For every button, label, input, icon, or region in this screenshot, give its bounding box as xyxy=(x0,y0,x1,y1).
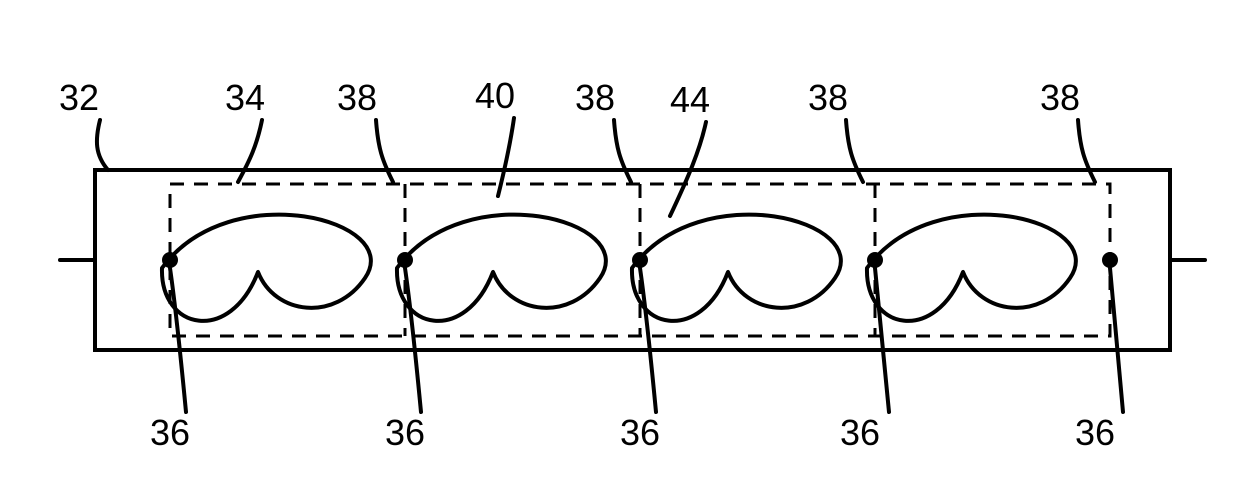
label-text: 38 xyxy=(575,77,615,118)
label-38b: 38 xyxy=(575,77,631,182)
label-32: 32 xyxy=(59,77,108,170)
leader-line xyxy=(640,268,656,412)
label-38c: 38 xyxy=(808,77,863,182)
label-36d: 36 xyxy=(840,268,889,453)
loop-glyphs xyxy=(162,215,1076,321)
node-dot xyxy=(1102,252,1118,268)
label-40: 40 xyxy=(475,75,515,196)
label-text: 36 xyxy=(1075,412,1115,453)
label-text: 38 xyxy=(337,77,377,118)
label-38a: 38 xyxy=(337,77,393,182)
patent-figure: 32 34 38 40 38 44 38 38 36 36 36 36 36 xyxy=(0,0,1240,502)
label-34: 34 xyxy=(225,77,265,182)
label-text: 36 xyxy=(385,412,425,453)
leader-line xyxy=(875,268,889,412)
loop-glyph xyxy=(632,215,841,321)
node-dot xyxy=(397,252,413,268)
label-44: 44 xyxy=(670,79,710,216)
leader-line xyxy=(1078,120,1095,182)
leader-line xyxy=(1110,268,1123,412)
label-38d: 38 xyxy=(1040,77,1095,182)
loop-glyph xyxy=(162,215,371,321)
connection-nodes xyxy=(162,252,1118,268)
leader-line xyxy=(97,120,108,170)
leader-line xyxy=(846,120,863,182)
label-text: 38 xyxy=(1040,77,1080,118)
loop-glyph xyxy=(397,215,606,321)
reference-labels: 32 34 38 40 38 44 38 38 36 36 36 36 36 xyxy=(59,75,1123,453)
leader-line xyxy=(238,120,262,182)
label-text: 44 xyxy=(670,79,710,120)
leader-line xyxy=(405,268,421,412)
loop-glyph xyxy=(867,215,1076,321)
node-dot xyxy=(162,252,178,268)
node-dot xyxy=(867,252,883,268)
label-36b: 36 xyxy=(385,268,425,453)
label-text: 36 xyxy=(150,412,190,453)
label-text: 38 xyxy=(808,77,848,118)
label-text: 40 xyxy=(475,75,515,116)
leader-line xyxy=(376,120,393,182)
leader-line xyxy=(614,120,631,182)
node-dot xyxy=(632,252,648,268)
label-text: 36 xyxy=(840,412,880,453)
label-text: 32 xyxy=(59,77,99,118)
leader-line xyxy=(170,268,186,412)
label-36c: 36 xyxy=(620,268,660,453)
label-36e: 36 xyxy=(1075,268,1123,453)
label-text: 36 xyxy=(620,412,660,453)
label-text: 34 xyxy=(225,77,265,118)
